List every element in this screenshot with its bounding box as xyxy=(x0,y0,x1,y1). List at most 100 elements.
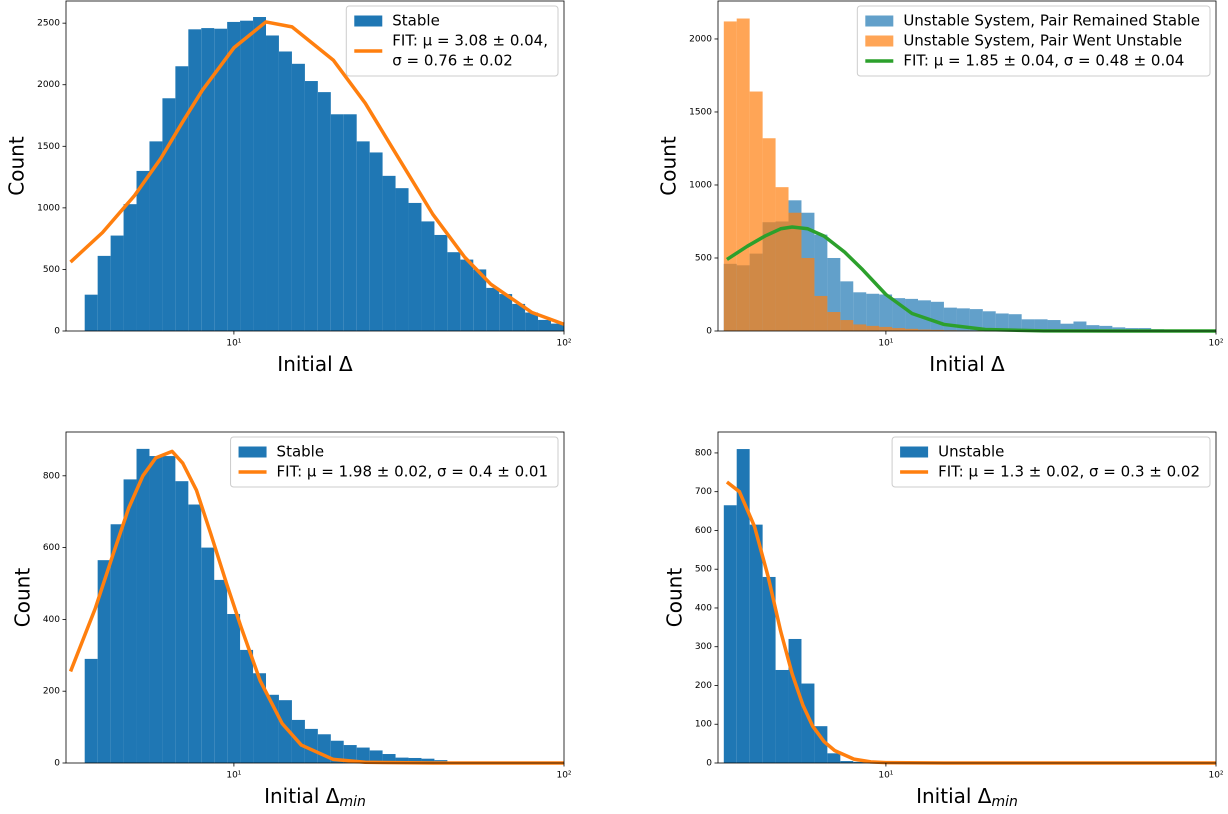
fit-line xyxy=(726,225,1216,333)
y-tick-label: 500 xyxy=(43,265,60,275)
y-tick-label: 0 xyxy=(706,759,712,769)
bar xyxy=(175,66,189,331)
fit-line xyxy=(69,20,565,326)
fit-line xyxy=(725,480,1216,765)
bar xyxy=(1034,319,1048,331)
bar xyxy=(866,293,880,331)
bar xyxy=(317,92,331,331)
bar xyxy=(801,683,815,763)
bar xyxy=(1112,327,1126,331)
legend-label: FIT: μ = 1.85 ± 0.04, σ = 0.48 ± 0.04 xyxy=(903,52,1184,70)
bar xyxy=(369,152,383,331)
bar xyxy=(253,673,267,763)
y-tick-label: 400 xyxy=(695,603,712,613)
bar xyxy=(723,505,737,763)
bar xyxy=(149,456,163,763)
bar xyxy=(110,524,124,763)
bar xyxy=(930,301,944,331)
bar xyxy=(304,81,318,331)
bar xyxy=(723,21,737,332)
bar xyxy=(330,740,344,763)
bar xyxy=(762,576,776,763)
bar xyxy=(201,547,215,763)
bar xyxy=(136,170,150,331)
bar xyxy=(814,295,828,331)
bar xyxy=(188,29,202,332)
bar xyxy=(421,758,435,763)
bar xyxy=(749,91,763,331)
bar xyxy=(395,757,409,763)
x-axis-label: Initial Δ xyxy=(277,352,353,376)
legend-label: Unstable System, Pair Remained Stable xyxy=(903,12,1200,30)
bar xyxy=(343,114,357,331)
x-tick-label: 10² xyxy=(1208,771,1223,781)
legend: Stable FIT: μ = 1.98 ± 0.02, σ = 0.4 ± 0.… xyxy=(230,436,559,488)
bar xyxy=(175,481,189,763)
bar xyxy=(240,649,254,763)
bar xyxy=(918,300,931,331)
panel: 0 200 400 600 800 10¹ 10² Initial Δmin Count Stab… xyxy=(11,431,572,810)
y-tick-label: 1000 xyxy=(689,180,712,190)
y-tick-label: 2000 xyxy=(689,34,712,44)
legend-label: Stable xyxy=(392,12,440,30)
bar xyxy=(421,221,435,331)
fit-line xyxy=(68,449,564,765)
x-axis-label: Initial Δ xyxy=(929,352,1005,376)
bar xyxy=(525,312,539,331)
y-tick-label: 1500 xyxy=(689,107,712,117)
bar xyxy=(788,638,802,763)
legend: Unstable System, Pair Remained Stable Uns… xyxy=(856,5,1211,77)
axes-frame xyxy=(65,0,565,332)
bar xyxy=(840,320,854,331)
x-tick-label: 10² xyxy=(556,339,571,349)
y-tick-label: 1500 xyxy=(37,142,60,152)
bar xyxy=(879,294,893,331)
bar xyxy=(97,255,111,331)
y-tick-label: 500 xyxy=(695,565,712,575)
bar xyxy=(395,188,409,331)
legend-box xyxy=(230,436,559,488)
bar xyxy=(278,700,292,763)
bar xyxy=(201,28,215,332)
bar xyxy=(110,235,124,331)
bar xyxy=(1060,323,1074,331)
legend-label: FIT: μ = 3.08 ± 0.04, xyxy=(392,32,548,50)
bar xyxy=(304,728,318,763)
y-tick-label: 0 xyxy=(706,327,712,337)
bar xyxy=(460,259,474,331)
bar xyxy=(1008,314,1022,331)
bar xyxy=(982,311,996,331)
legend-box xyxy=(856,5,1211,77)
x-axis-label: Initial Δmin xyxy=(916,784,1018,811)
bar xyxy=(473,269,487,331)
bar xyxy=(801,257,815,331)
bar xyxy=(892,328,906,331)
bar xyxy=(356,747,370,763)
y-tick-label: 0 xyxy=(54,327,60,337)
x-tick-label: 10² xyxy=(1208,339,1223,349)
bar xyxy=(918,329,931,331)
bar xyxy=(356,141,370,331)
y-axis-label: Count xyxy=(657,136,681,196)
legend-swatch xyxy=(865,15,894,27)
bar xyxy=(486,287,500,331)
bar xyxy=(188,504,202,763)
bar xyxy=(97,560,111,763)
x-axis-label-text: Initial Δ xyxy=(929,352,1005,376)
bar xyxy=(84,658,98,763)
bar xyxy=(382,175,396,331)
axes-frame xyxy=(65,431,565,764)
bar xyxy=(995,313,1009,331)
bar xyxy=(382,754,396,763)
bar xyxy=(330,114,344,331)
y-tick-label: 700 xyxy=(695,487,712,497)
bar xyxy=(853,761,867,763)
bar xyxy=(447,252,461,331)
x-axis-label-text: Initial Δ xyxy=(916,784,992,808)
x-tick-label: 10¹ xyxy=(226,771,241,781)
panel: 0 100 200 300 400 500 600 700 800 10¹ 10² Initial Δ… xyxy=(663,431,1224,811)
bar xyxy=(369,750,383,763)
legend-label: σ = 0.76 ± 0.02 xyxy=(392,52,513,70)
y-axis-label: Count xyxy=(663,568,687,628)
